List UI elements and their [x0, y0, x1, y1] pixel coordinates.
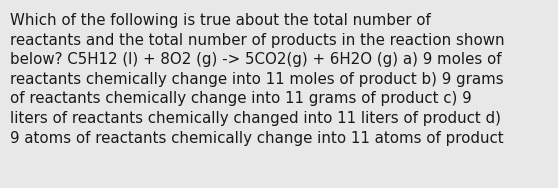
Text: Which of the following is true about the total number of
reactants and the total: Which of the following is true about the… — [10, 13, 504, 146]
